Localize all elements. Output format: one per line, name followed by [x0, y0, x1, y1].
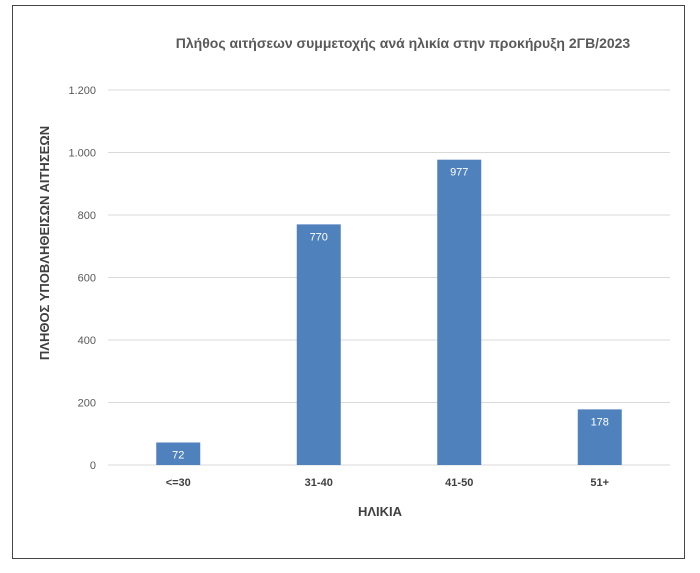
- x-axis-title: ΗΛΙΚΙΑ: [358, 504, 403, 519]
- data-label: 72: [172, 450, 184, 462]
- x-tick-label: 41-50: [445, 477, 473, 489]
- y-tick-label: 0: [90, 460, 96, 472]
- y-tick-label: 200: [78, 398, 96, 410]
- y-tick-label: 400: [78, 335, 96, 347]
- y-tick-label: 600: [78, 273, 96, 285]
- data-label: 770: [310, 231, 328, 243]
- y-tick-label: 1.000: [68, 148, 96, 160]
- x-tick-label: <=30: [166, 477, 191, 489]
- y-axis-title: ΠΛΗΘΟΣ ΥΠΟΒΛΗΘΕΙΣΩΝ ΑΙΤΗΣΕΩΝ: [37, 126, 52, 360]
- x-tick-label: 31-40: [305, 477, 333, 489]
- data-label: 977: [450, 167, 468, 179]
- chart-frame: [12, 5, 685, 559]
- bars: [156, 159, 622, 465]
- gridlines: [108, 89, 670, 466]
- bar: [437, 159, 482, 465]
- y-axis-ticks: 0 200 400 600 800 1.000 1.200: [68, 85, 96, 472]
- bar: [156, 442, 201, 465]
- chart-title: Πλήθος αιτήσεων συμμετοχής ανά ηλικία στ…: [176, 35, 631, 51]
- x-axis-ticks: <=30 31-40 41-50 51+: [166, 477, 609, 489]
- data-labels: 72 770 977 178: [172, 167, 609, 462]
- y-tick-label: 1.200: [68, 85, 96, 97]
- data-label: 178: [591, 416, 609, 428]
- x-tick-label: 51+: [590, 477, 609, 489]
- bar: [577, 409, 622, 465]
- bar: [296, 224, 341, 465]
- y-tick-label: 800: [78, 210, 96, 222]
